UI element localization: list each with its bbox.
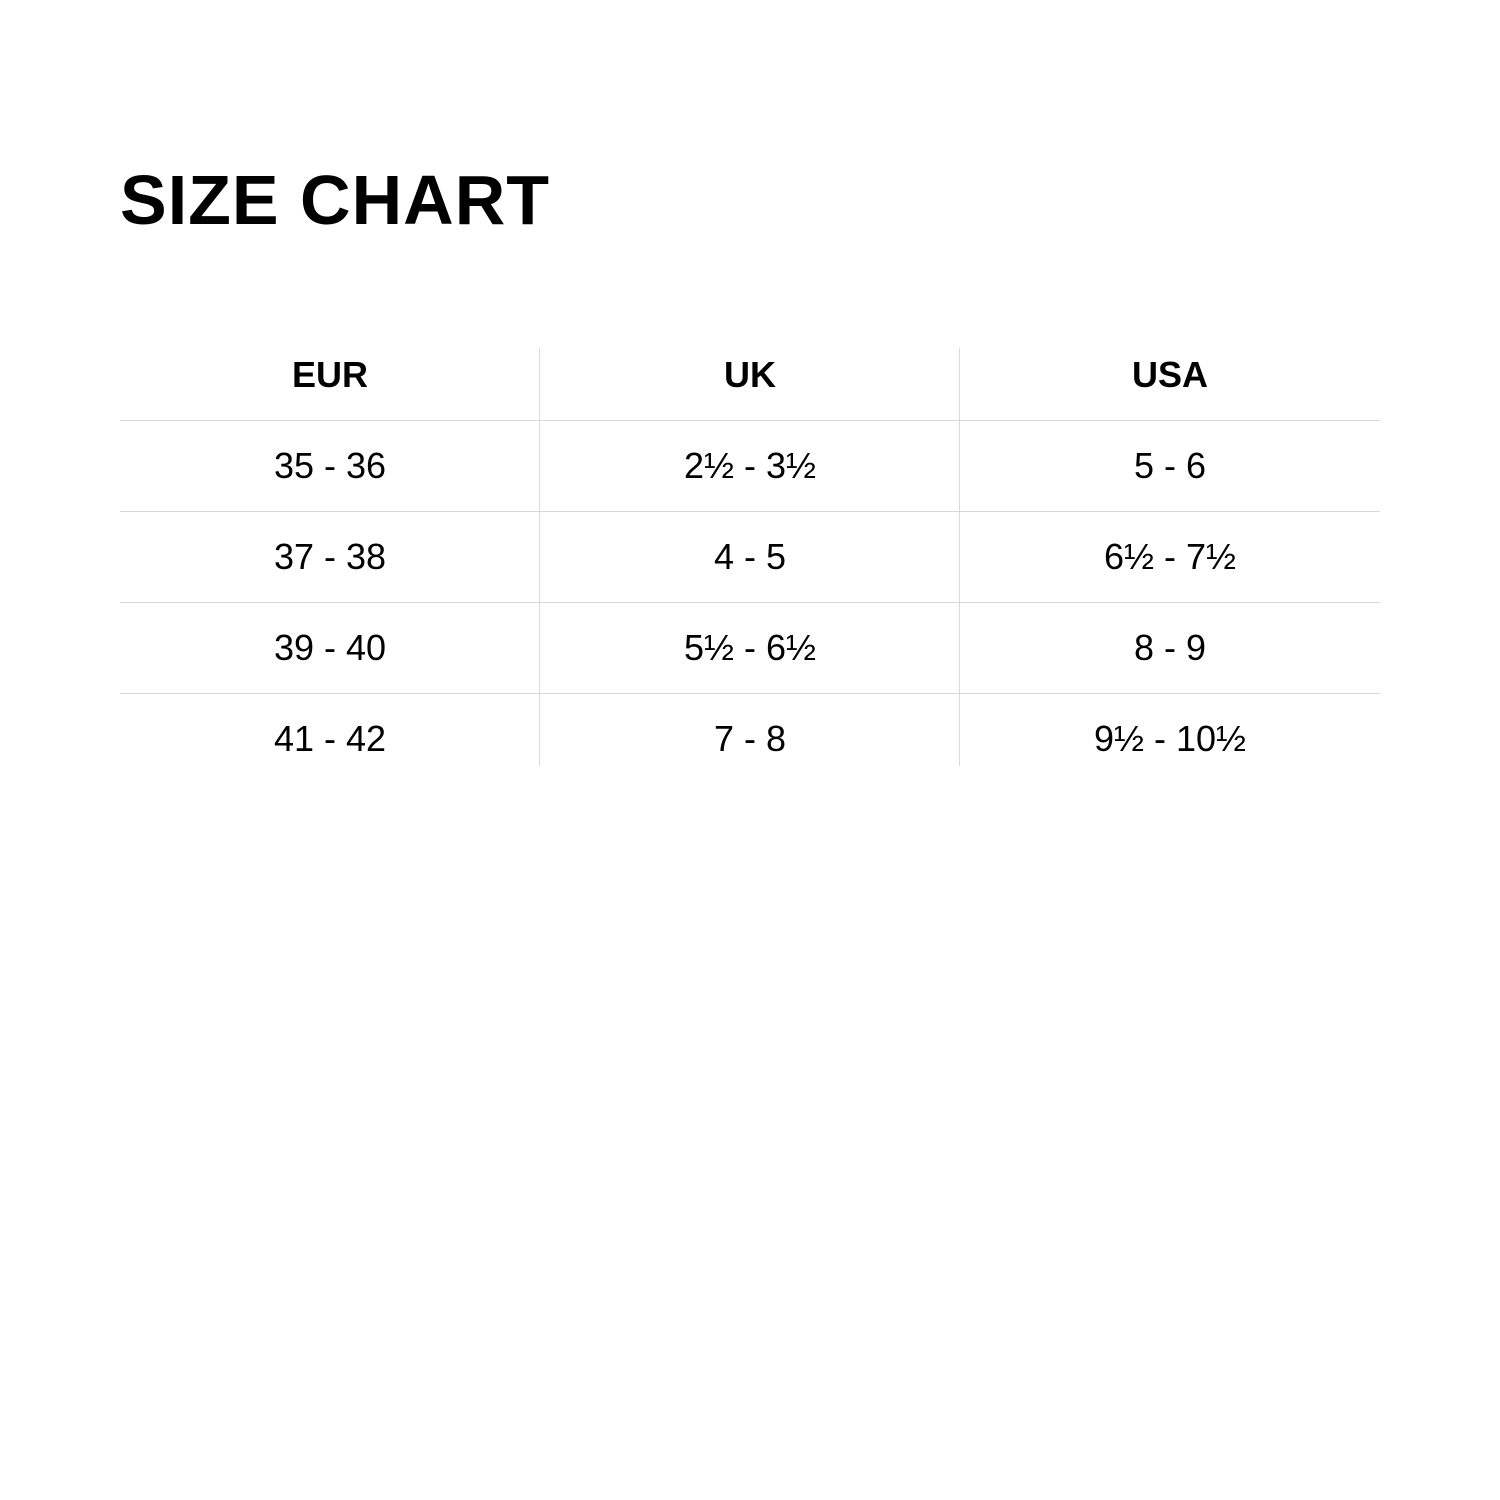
cell-eur: 41 - 42 [120,694,540,785]
table-row: 41 - 42 7 - 8 9½ - 10½ [120,694,1380,785]
page-title: SIZE CHART [120,160,1380,240]
cell-uk: 4 - 5 [540,512,960,603]
cell-eur: 35 - 36 [120,421,540,512]
col-header-usa: USA [960,330,1380,421]
cell-uk: 5½ - 6½ [540,603,960,694]
cell-eur: 39 - 40 [120,603,540,694]
table-header-row: EUR UK USA [120,330,1380,421]
size-chart-page: SIZE CHART EUR UK USA 35 - 36 2½ - 3½ 5 … [0,0,1500,784]
cell-usa: 9½ - 10½ [960,694,1380,785]
cell-uk: 2½ - 3½ [540,421,960,512]
cell-usa: 6½ - 7½ [960,512,1380,603]
cell-usa: 8 - 9 [960,603,1380,694]
col-header-eur: EUR [120,330,540,421]
size-chart-table: EUR UK USA 35 - 36 2½ - 3½ 5 - 6 37 - 38… [120,330,1380,784]
table-row: 35 - 36 2½ - 3½ 5 - 6 [120,421,1380,512]
table-row: 39 - 40 5½ - 6½ 8 - 9 [120,603,1380,694]
cell-uk: 7 - 8 [540,694,960,785]
cell-eur: 37 - 38 [120,512,540,603]
col-header-uk: UK [540,330,960,421]
table-row: 37 - 38 4 - 5 6½ - 7½ [120,512,1380,603]
cell-usa: 5 - 6 [960,421,1380,512]
